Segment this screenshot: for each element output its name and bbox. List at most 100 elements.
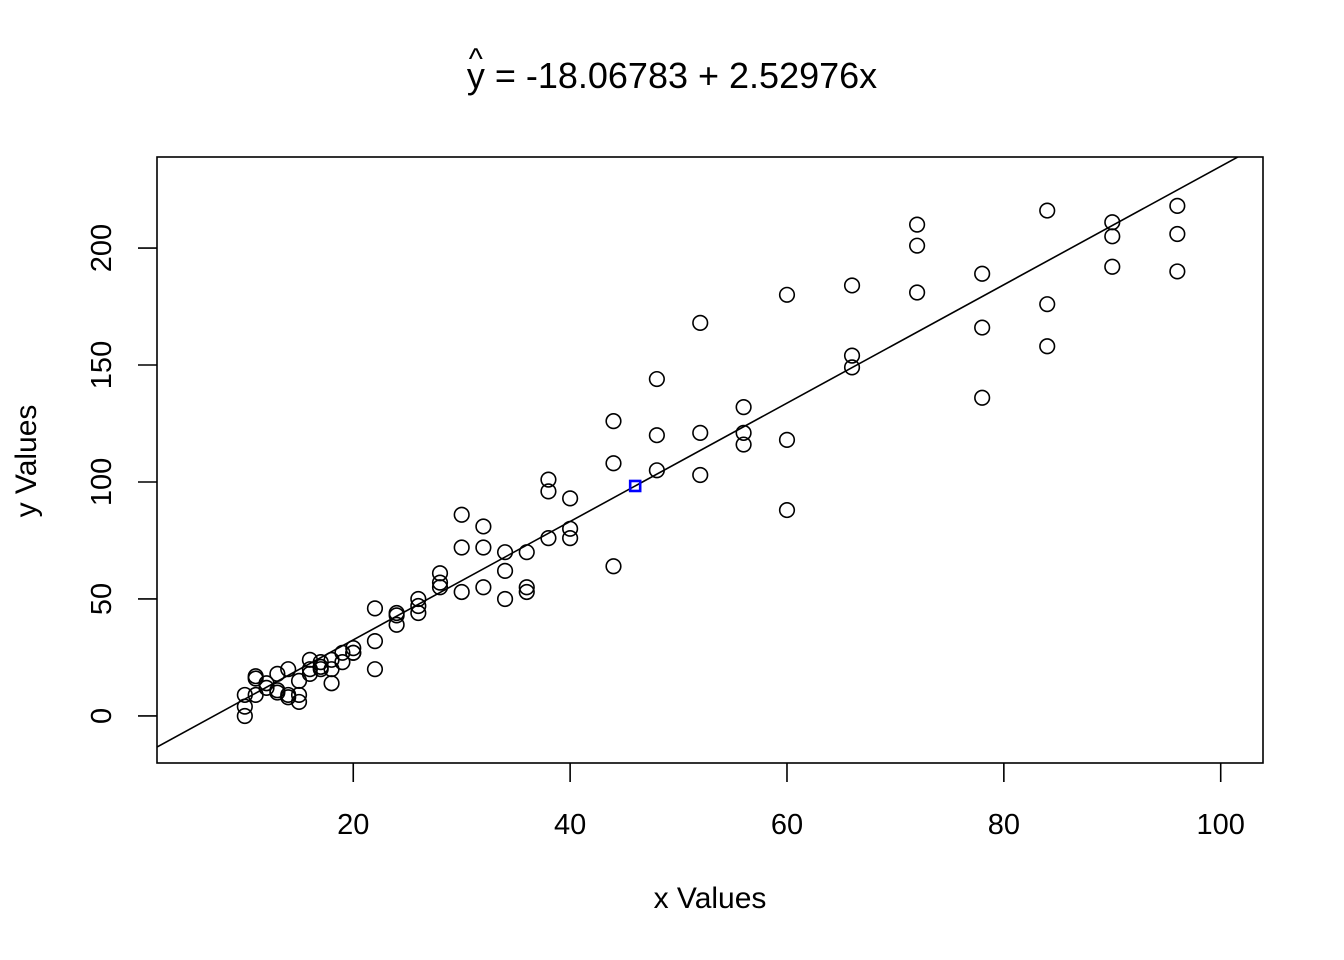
x-axis-label: x Values [653, 882, 767, 915]
data-point [247, 686, 264, 704]
data-point [366, 600, 384, 617]
data-point [909, 284, 926, 301]
data-point [475, 518, 492, 535]
data-point [334, 644, 351, 661]
data-point [410, 597, 427, 615]
data-point [269, 665, 286, 682]
chart-title: ^ y = -18.06783 + 2.52976x [466, 43, 878, 96]
data-point [431, 579, 449, 596]
data-point [1169, 197, 1186, 215]
data-point [453, 506, 470, 523]
data-point [1169, 263, 1186, 280]
mean-point [628, 479, 642, 493]
data-point [1039, 296, 1056, 313]
y-tick-label: 200 [86, 224, 118, 272]
data-point [909, 237, 926, 254]
data-point [1104, 228, 1121, 245]
data-point [735, 424, 752, 441]
data-point [236, 707, 253, 725]
data-point [366, 661, 384, 678]
data-point [692, 424, 709, 441]
x-tick-label: 20 [337, 809, 369, 841]
data-point [1039, 338, 1056, 355]
data-point [323, 661, 340, 678]
data-point [247, 670, 264, 687]
data-point [1104, 258, 1121, 275]
plot-frame [156, 156, 1264, 764]
data-point [258, 679, 275, 696]
data-point [334, 654, 351, 671]
data-point [562, 490, 579, 507]
data-point [518, 579, 535, 596]
data-point [280, 661, 297, 678]
axis-ticks [138, 247, 1222, 782]
data-point [236, 686, 253, 704]
data-point [496, 544, 514, 561]
data-points [236, 197, 1186, 725]
data-point [540, 483, 557, 500]
data-point [974, 265, 991, 282]
data-point [312, 661, 329, 678]
y-axis-label: y Values [10, 404, 43, 518]
data-point [778, 286, 796, 303]
data-point [562, 520, 579, 537]
data-point [974, 389, 991, 406]
data-point [410, 604, 427, 622]
data-point [648, 427, 665, 444]
data-point [843, 347, 861, 364]
data-point [843, 359, 861, 376]
data-point [290, 686, 308, 704]
data-point [475, 579, 492, 596]
data-point [605, 558, 622, 575]
x-tick-label: 40 [554, 809, 586, 841]
data-point [345, 640, 362, 657]
data-point [290, 672, 308, 689]
data-point [562, 530, 579, 547]
data-point [388, 607, 405, 624]
axis-tick-labels: 20 40 60 80 100 0 50 100 150 200 [86, 224, 1245, 841]
data-point [648, 370, 665, 388]
x-tick-label: 60 [771, 809, 803, 841]
data-point [605, 455, 622, 472]
data-point [778, 431, 796, 448]
regression-line [157, 157, 1240, 748]
data-point [453, 539, 470, 556]
data-point [778, 501, 796, 519]
data-point [388, 616, 405, 633]
data-point [540, 471, 557, 488]
data-point [453, 583, 470, 601]
y-tick-label: 50 [86, 583, 118, 615]
data-point [475, 539, 492, 556]
data-point [518, 544, 535, 561]
data-point [269, 684, 286, 701]
data-point [974, 319, 991, 336]
data-point [692, 314, 709, 331]
data-point [540, 530, 557, 547]
data-point [605, 413, 622, 430]
data-point [290, 693, 308, 711]
data-point [323, 675, 340, 692]
y-tick-label: 0 [86, 708, 118, 724]
data-point [496, 562, 514, 580]
data-point [692, 466, 709, 484]
y-tick-label: 150 [86, 341, 118, 389]
data-point [431, 574, 449, 591]
data-point [1169, 225, 1186, 243]
x-tick-label: 100 [1197, 809, 1245, 841]
data-point [345, 644, 362, 661]
data-point [280, 689, 297, 706]
data-point [236, 698, 253, 715]
data-point [518, 583, 535, 601]
data-point [909, 216, 926, 233]
data-point [496, 590, 514, 608]
data-point [735, 399, 752, 416]
mean-point-marker [628, 479, 642, 493]
data-point [843, 277, 861, 294]
x-tick-label: 80 [988, 809, 1020, 841]
y-hat-symbol: ^ y [466, 43, 485, 96]
data-point [735, 436, 752, 453]
y-tick-label: 100 [86, 458, 118, 506]
data-point [1039, 202, 1056, 219]
data-point [648, 462, 665, 479]
data-point [366, 632, 384, 650]
